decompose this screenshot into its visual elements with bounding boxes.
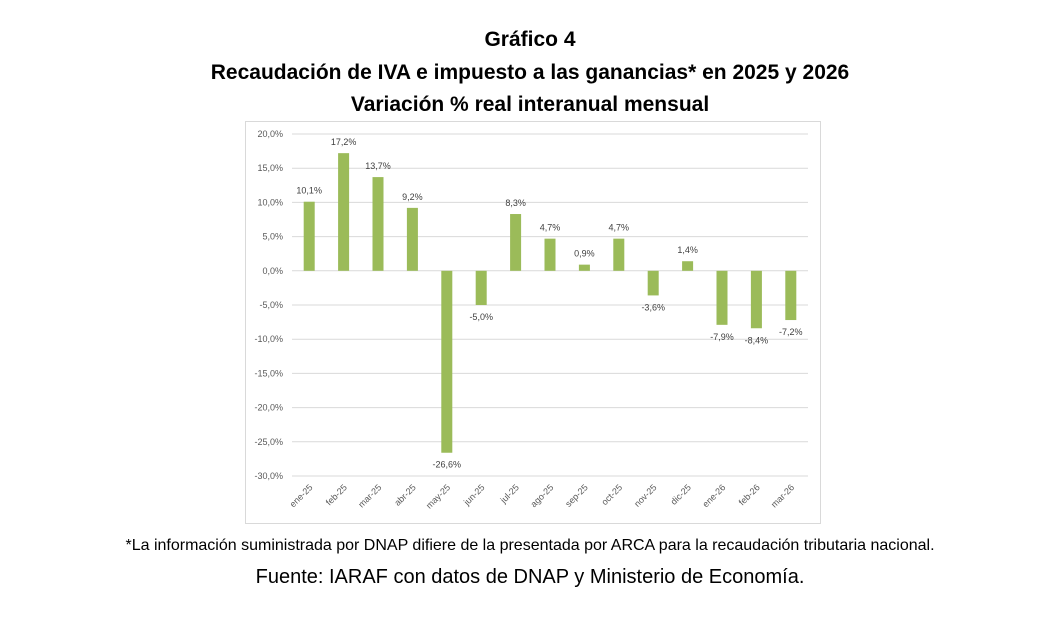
x-tick-label: mar-26	[769, 482, 796, 509]
bar-sep-25	[578, 264, 590, 271]
x-tick-label: jun-25	[461, 482, 486, 507]
bar-jul-25	[510, 214, 522, 271]
y-tick-label: -25,0%	[254, 437, 283, 447]
data-labels: 10,1% 17,2% 13,7% 9,2% -26,6% -5,0% 8,3% 4,7% 0,…	[296, 137, 802, 470]
x-tick-label: may-25	[424, 482, 452, 510]
bar-jun-25	[475, 270, 487, 305]
bar-mar-26	[785, 270, 797, 321]
data-label: 8,3%	[505, 198, 526, 208]
bars	[303, 153, 797, 453]
bar-feb-25	[338, 153, 350, 271]
x-tick-label: mar-25	[356, 482, 383, 509]
bar-dic-25	[682, 261, 694, 271]
x-tick-label: jul-25	[498, 482, 521, 505]
data-label: -8,4%	[745, 335, 769, 345]
y-axis-ticks: 20,0% 15,0% 10,0% 5,0% 0,0% -5,0% -10,0% -15,0%…	[254, 129, 283, 481]
x-tick-label: feb-26	[737, 482, 762, 507]
bar-oct-25	[613, 238, 625, 271]
x-tick-label: ene-25	[288, 482, 315, 509]
data-label: -3,6%	[641, 302, 665, 312]
x-tick-label: ene-26	[701, 482, 728, 509]
x-tick-label: ago-25	[529, 482, 556, 509]
chart-subtitle: Variación % real interanual mensual	[350, 93, 710, 116]
data-label: 13,7%	[365, 161, 391, 171]
data-label: 10,1%	[296, 186, 322, 196]
data-label: -7,9%	[710, 332, 734, 342]
bar-mar-25	[372, 177, 384, 271]
x-tick-label: nov-25	[632, 482, 659, 509]
bar-chart: 20,0% 15,0% 10,0% 5,0% 0,0% -5,0% -10,0% -15,0%…	[254, 129, 808, 511]
y-tick-label: -30,0%	[254, 471, 283, 481]
bar-nov-25	[647, 270, 659, 296]
x-tick-label: sep-25	[563, 482, 590, 509]
x-tick-label: oct-25	[599, 482, 624, 507]
bar-abr-25	[406, 207, 418, 271]
bar-ago-25	[544, 238, 556, 271]
y-tick-label: -10,0%	[254, 334, 283, 344]
bar-may-25	[441, 270, 453, 453]
data-label: 17,2%	[331, 137, 357, 147]
gridlines	[292, 133, 808, 477]
bar-ene-26	[716, 270, 728, 325]
data-label: 1,4%	[677, 245, 698, 255]
footnote: *La información suministrada por DNAP di…	[125, 537, 935, 554]
bar-ene-25	[303, 201, 315, 271]
x-axis-ticks: ene-25 feb-25 mar-25 abr-25 may-25 jun-25 jul-…	[288, 482, 796, 510]
data-label: 4,7%	[540, 223, 561, 233]
y-tick-label: 10,0%	[257, 197, 283, 207]
x-tick-label: feb-25	[324, 482, 349, 507]
y-tick-label: 20,0%	[257, 129, 283, 139]
data-label: -7,2%	[779, 327, 803, 337]
data-label: 9,2%	[402, 192, 423, 202]
x-tick-label: abr-25	[392, 482, 417, 507]
x-tick-label: dic-25	[669, 482, 693, 506]
y-tick-label: -20,0%	[254, 403, 283, 413]
y-tick-label: 15,0%	[257, 163, 283, 173]
y-tick-label: -15,0%	[254, 368, 283, 378]
data-label: -26,6%	[433, 460, 462, 470]
data-label: -5,0%	[469, 312, 493, 322]
y-tick-label: 0,0%	[262, 266, 283, 276]
chart-title: Recaudación de IVA e impuesto a las gana…	[210, 61, 850, 84]
y-tick-label: -5,0%	[259, 300, 283, 310]
source-note: Fuente: IARAF con datos de DNAP y Minist…	[255, 566, 805, 588]
y-tick-label: 5,0%	[262, 232, 283, 242]
data-label: 0,9%	[574, 249, 595, 259]
figure-number: Gráfico 4	[484, 28, 576, 51]
data-label: 4,7%	[609, 223, 630, 233]
bar-feb-26	[750, 270, 762, 329]
